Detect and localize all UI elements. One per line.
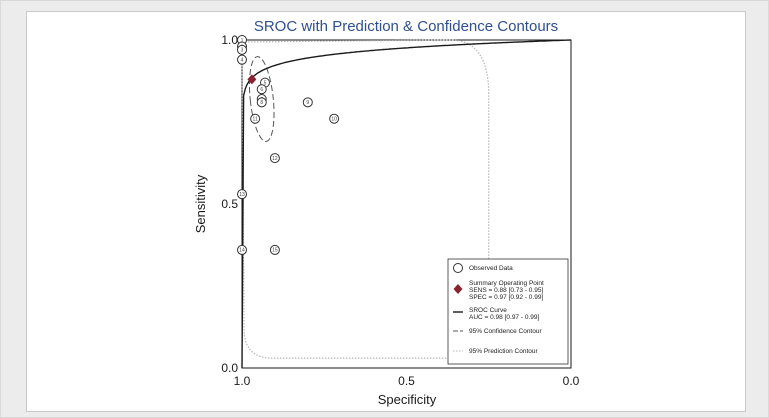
observed-point: 11 <box>250 113 261 124</box>
y-axis: 0.0 0.5 1.0 <box>221 33 238 375</box>
observed-point: 10 <box>329 113 340 124</box>
observed-point: 8 <box>256 97 267 108</box>
observed-point: 12 <box>269 153 280 164</box>
observed-point: 4 <box>237 54 247 65</box>
observed-point-label: 12 <box>272 156 278 162</box>
x-axis: 1.0 0.5 0.0 <box>234 374 580 388</box>
legend-prediction-label: 95% Prediction Contour <box>469 348 538 355</box>
observed-point-label: 5 <box>264 80 267 86</box>
observed-point-label: 14 <box>239 248 245 254</box>
observed-point-marker <box>237 189 247 200</box>
observed-point-label: 3 <box>241 48 244 54</box>
sroc-curve <box>241 39 572 369</box>
legend-observed-label: Observed Data <box>469 265 513 272</box>
observed-point-label: 15 <box>272 248 278 254</box>
y-tick-label: 0.0 <box>221 361 238 375</box>
summary-operating-point <box>247 74 257 85</box>
observed-point-marker <box>269 153 280 164</box>
observed-point-marker <box>302 97 313 108</box>
observed-point-marker <box>250 113 261 124</box>
legend-sroc-auc: AUC = 0.98 [0.97 - 0.99] <box>469 314 539 321</box>
observed-point-label: 10 <box>331 117 337 123</box>
x-tick-label: 0.5 <box>398 374 415 388</box>
y-tick-label: 1.0 <box>221 33 238 47</box>
observed-points: 123456789101112131415 <box>237 35 340 255</box>
observed-point-label: 13 <box>239 192 245 198</box>
observed-point: 15 <box>269 244 280 255</box>
legend-summary-marker <box>453 284 463 294</box>
legend-observed-marker <box>453 263 463 273</box>
legend: Observed Data Summary Operating Point SE… <box>447 258 569 365</box>
chart-title: SROC with Prediction & Confidence Contou… <box>254 18 558 35</box>
observed-point-marker <box>237 44 247 55</box>
observed-point: 9 <box>302 97 313 108</box>
plot-area: 123456789101112131415 <box>237 35 572 369</box>
plot-frame <box>241 39 572 369</box>
observed-point: 6 <box>256 84 267 95</box>
observed-point-marker <box>237 244 247 255</box>
observed-point-label: 1 <box>241 38 244 44</box>
observed-point-marker <box>269 244 280 255</box>
observed-point: 14 <box>237 244 247 255</box>
observed-point-marker <box>329 113 340 124</box>
confidence-contour <box>248 56 275 142</box>
observed-point: 13 <box>237 189 247 200</box>
legend-summary-label: Summary Operating Point <box>469 280 544 287</box>
observed-point-marker <box>237 54 247 65</box>
observed-point-label: 8 <box>260 100 263 106</box>
observed-point-label: 9 <box>306 100 309 106</box>
legend-confidence-label: 95% Confidence Contour <box>469 328 542 335</box>
observed-point-marker <box>256 84 267 95</box>
observed-point: 3 <box>237 44 247 55</box>
observed-point-label: 4 <box>241 57 244 63</box>
y-tick-label: 0.5 <box>221 197 238 211</box>
observed-point-label: 6 <box>260 87 263 93</box>
observed-point-marker <box>256 97 267 108</box>
figure-panel <box>26 11 746 412</box>
legend-box <box>447 258 569 365</box>
x-tick-label: 0.0 <box>563 374 580 388</box>
legend-summary-sens: SENS = 0.88 [0.73 - 0.95] <box>469 287 543 294</box>
legend-sroc-label: SROC Curve <box>469 307 507 314</box>
legend-summary-spec: SPEC = 0.97 [0.92 - 0.99] <box>469 294 543 301</box>
x-axis-label: Specificity <box>378 392 437 407</box>
x-tick-label: 1.0 <box>234 374 251 388</box>
y-axis-label: Sensitivity <box>193 174 208 233</box>
observed-point-label: 11 <box>253 117 258 123</box>
